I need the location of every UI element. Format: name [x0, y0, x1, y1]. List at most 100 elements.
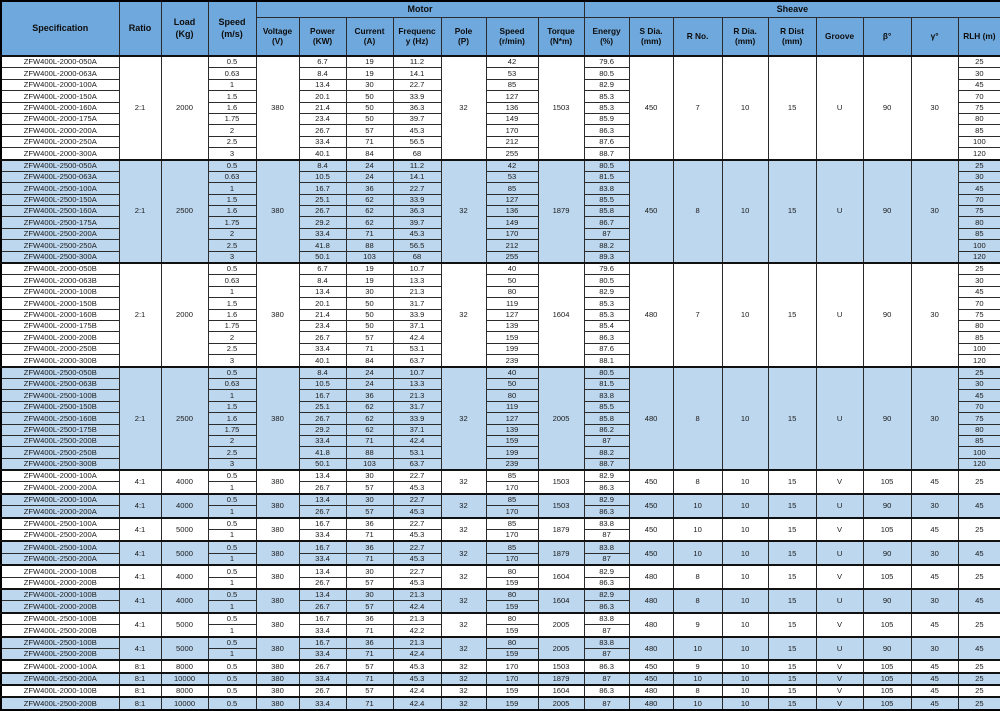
cell-r_dist: 15: [767, 493, 817, 519]
table-row: ZFW400L-2500-250A 2.5 41.8 88 56.5 212 88.2 100: [0, 239, 1000, 252]
cell-pole: 32: [440, 55, 487, 161]
cell-rlh: 100: [957, 239, 1000, 252]
cell-motor_speed: 149: [485, 216, 539, 229]
cell-frequency: 39.7: [392, 216, 442, 229]
cell-ratio: 4:1: [118, 588, 162, 614]
cell-load: 2000: [160, 55, 209, 161]
cell-r_dist: 15: [767, 540, 817, 566]
cell-s_dia: 450: [628, 540, 674, 566]
cell-torque: 1604: [537, 588, 585, 614]
cell-groove: V: [815, 564, 864, 590]
cell-speed: 1: [207, 576, 257, 590]
cell-frequency: 45.3: [392, 505, 442, 519]
cell-speed: 1: [207, 505, 257, 519]
cell-load: 2500: [160, 159, 209, 264]
cell-current: 24: [345, 377, 394, 391]
table-row: ZFW400L-2000-063A 0.63 8.4 19 14.1 53 80.5 30: [0, 67, 1000, 80]
cell-motor_speed: 119: [485, 400, 539, 414]
cell-frequency: 45.3: [392, 659, 442, 674]
cell-pole: 32: [440, 262, 487, 368]
table-row: ZFW400L-2500-100B 4:1 5000 0.5 380 16.7 36 21.3…: [0, 612, 1000, 638]
cell-r_dia: 10: [721, 588, 769, 614]
cell-power: 50.1: [298, 457, 347, 471]
column-header: R Dist (mm): [767, 17, 817, 57]
cell-rlh: 25: [957, 469, 1000, 495]
cell-energy: 82.9: [583, 564, 630, 578]
cell-voltage: 380: [255, 262, 300, 368]
cell-r_dia: 10: [721, 55, 769, 161]
row-group: ZFW400L-2000-100B 4:1 4000 0.5 380 13.4 30 21.3…: [0, 588, 1000, 614]
column-header: R Dia. (mm): [721, 17, 769, 57]
cell-current: 50: [345, 308, 394, 322]
row-group: ZFW400L-2500-100B 4:1 5000 0.5 380 16.7 36 21.3…: [0, 612, 1000, 638]
cell-frequency: 21.3: [392, 612, 442, 626]
cell-power: 8.4: [298, 159, 347, 172]
cell-speed: 1: [207, 285, 257, 299]
cell-current: 24: [345, 170, 394, 184]
cell-energy: 82.9: [583, 78, 630, 92]
cell-current: 50: [345, 319, 394, 333]
cell-frequency: 11.2: [392, 159, 442, 172]
row-group: ZFW400L-2000-050B 2:1 2000 0.5 380 6.7 19 10.7 3…: [0, 262, 1000, 368]
cell-motor_speed: 170: [485, 505, 539, 519]
cell-power: 10.5: [298, 377, 347, 391]
cell-rlh: 85: [957, 434, 1000, 448]
cell-current: 24: [345, 366, 394, 379]
cell-motor_speed: 85: [485, 540, 539, 554]
cell-beta: 105: [862, 659, 912, 674]
cell-rlh: 25: [957, 159, 1000, 172]
row-group: ZFW400L-2500-100B 4:1 5000 0.5 380 16.7 36 21.3…: [0, 636, 1000, 661]
cell-energy: 87: [583, 624, 630, 638]
cell-groove: V: [815, 659, 864, 674]
table-row: ZFW400L-2000-200B 1 26.7 57 45.3 159 86.3: [0, 576, 1000, 590]
cell-current: 62: [345, 193, 394, 207]
cell-spec: ZFW400L-2000-175B: [0, 319, 120, 333]
cell-load: 2000: [160, 262, 209, 368]
cell-r_dia: 10: [721, 696, 769, 711]
cell-motor_speed: 127: [485, 412, 539, 425]
cell-voltage: 380: [255, 636, 300, 661]
cell-rlh: 45: [957, 540, 1000, 566]
table-row: ZFW400L-2500-150A 1.5 25.1 62 33.9 127 85.5 70: [0, 193, 1000, 207]
cell-r_no: 9: [672, 612, 723, 638]
cell-speed: 0.5: [207, 659, 257, 674]
cell-current: 71: [345, 227, 394, 241]
cell-pole: 32: [440, 493, 487, 519]
cell-spec: ZFW400L-2000-100B: [0, 564, 120, 578]
cell-current: 103: [345, 250, 394, 264]
cell-voltage: 380: [255, 659, 300, 674]
cell-spec: ZFW400L-2500-100A: [0, 540, 120, 554]
table-row: ZFW400L-2000-100B 8:1 8000 0.5 380 26.7 57 42.4…: [0, 684, 1000, 699]
cell-speed: 3: [207, 250, 257, 264]
cell-beta: 90: [862, 55, 912, 161]
table-row: ZFW400L-2000-150B 1.5 20.1 50 31.7 119 85.3 70: [0, 297, 1000, 310]
cell-energy: 87: [583, 434, 630, 448]
cell-energy: 85.3: [583, 297, 630, 310]
cell-power: 20.1: [298, 297, 347, 310]
cell-voltage: 380: [255, 540, 300, 566]
cell-spec: ZFW400L-2000-100B: [0, 285, 120, 299]
cell-energy: 79.6: [583, 262, 630, 276]
cell-current: 57: [345, 505, 394, 519]
cell-energy: 86.3: [583, 124, 630, 137]
column-header: RLH (m): [957, 17, 1000, 57]
cell-power: 23.4: [298, 112, 347, 126]
cell-current: 36: [345, 612, 394, 626]
cell-frequency: 53.1: [392, 446, 442, 459]
cell-current: 19: [345, 55, 394, 69]
cell-power: 25.1: [298, 193, 347, 207]
cell-speed: 1.5: [207, 90, 257, 103]
cell-speed: 2: [207, 124, 257, 137]
cell-energy: 80.5: [583, 67, 630, 80]
cell-ratio: 2:1: [118, 55, 162, 161]
cell-energy: 80.5: [583, 274, 630, 287]
cell-r_no: 8: [672, 684, 723, 699]
cell-load: 5000: [160, 540, 209, 566]
cell-energy: 87: [583, 672, 630, 686]
cell-motor_speed: 80: [485, 285, 539, 299]
row-group: ZFW400L-2500-100A 4:1 5000 0.5 380 16.7 36 22.7…: [0, 517, 1000, 542]
cell-frequency: 45.3: [392, 124, 442, 137]
cell-power: 33.4: [298, 672, 347, 686]
cell-current: 103: [345, 457, 394, 471]
cell-current: 62: [345, 412, 394, 425]
